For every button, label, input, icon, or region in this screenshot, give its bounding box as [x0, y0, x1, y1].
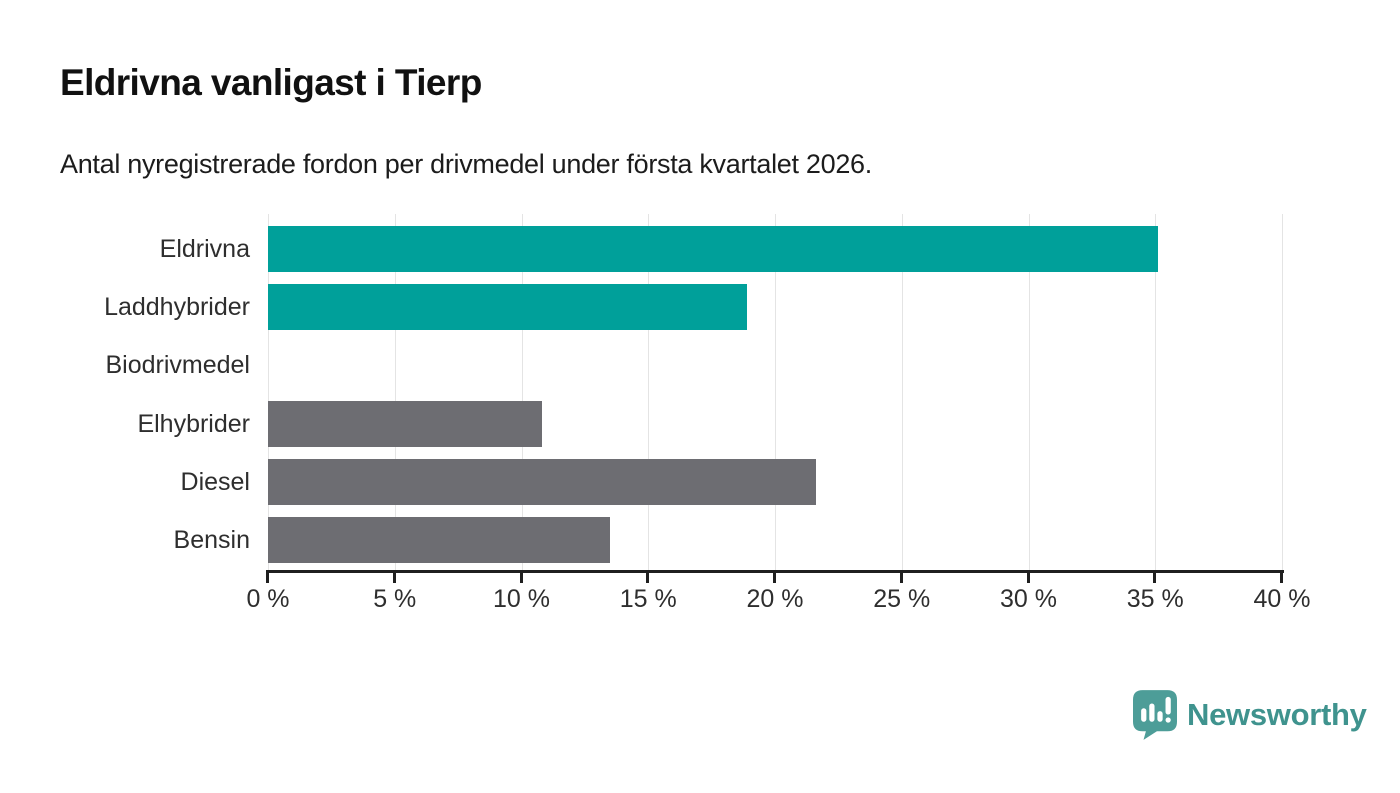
newsworthy-logo: Newsworthy	[1133, 690, 1367, 740]
x-tick-label-20: 20 %	[746, 585, 804, 613]
gridline-0	[268, 214, 269, 570]
x-tick-label-35: 35 %	[1126, 585, 1184, 613]
bar-bensin	[268, 517, 611, 563]
x-tick-label-0: 0 %	[246, 585, 290, 613]
x-axis	[266, 570, 1284, 584]
bar-elhybrider	[268, 400, 542, 447]
x-tick-label-5: 5 %	[373, 585, 417, 613]
x-axis-tick-40	[1280, 570, 1283, 583]
chart-subtitle: Antal nyregistrerade fordon per drivmede…	[60, 149, 872, 179]
bar-diesel	[268, 458, 816, 505]
bar-eldrivna	[268, 226, 1158, 272]
category-label-bensin: Bensin	[173, 526, 250, 554]
x-axis-tick-15	[646, 570, 650, 583]
gridline-35	[1155, 214, 1157, 570]
x-axis-tick-20	[773, 570, 776, 583]
category-label-diesel: Diesel	[180, 467, 250, 496]
plot-area	[268, 214, 1283, 570]
bar-laddhybrider	[268, 284, 748, 331]
newsworthy-wordmark: Newsworthy	[1187, 697, 1367, 732]
x-tick-label-30: 30 %	[1000, 585, 1057, 613]
newsworthy-pin-chart-icon	[1133, 690, 1177, 740]
x-axis-tick-labels: 0 % 5 % 10 % 15 % 20 % 25 % 30 % 35 % 40 %	[246, 585, 1310, 615]
x-tick-label-10: 10 %	[493, 585, 550, 613]
x-tick-label-15: 15 %	[619, 585, 677, 613]
chart-title: Eldrivna vanligast i Tierp	[60, 62, 482, 103]
category-label-eldrivna: Eldrivna	[159, 235, 250, 263]
gridline-40	[1282, 214, 1283, 570]
category-label-elhybrider: Elhybrider	[137, 409, 250, 438]
y-axis-category-labels: Eldrivna Laddhybrider Biodrivmedel Elhybrid…	[0, 214, 250, 570]
x-axis-tick-10	[519, 570, 523, 583]
x-axis-tick-35	[1153, 570, 1157, 583]
x-axis-tick-30	[1026, 570, 1030, 583]
gridline-10	[521, 214, 523, 570]
gridline-5	[394, 214, 396, 570]
x-tick-label-25: 25 %	[873, 585, 931, 613]
gridline-30	[1028, 214, 1030, 570]
logo-bubble-shape	[1133, 690, 1177, 740]
category-label-laddhybrider: Laddhybrider	[104, 293, 250, 322]
x-axis-tick-0	[266, 570, 269, 583]
gridline-25	[901, 214, 903, 570]
gridline-20	[775, 214, 776, 570]
gridline-15	[648, 214, 650, 570]
category-label-biodrivmedel: Biodrivmedel	[105, 351, 250, 380]
x-axis-tick-25	[899, 570, 903, 583]
x-tick-label-40: 40 %	[1253, 585, 1311, 613]
x-axis-tick-5	[392, 570, 396, 583]
